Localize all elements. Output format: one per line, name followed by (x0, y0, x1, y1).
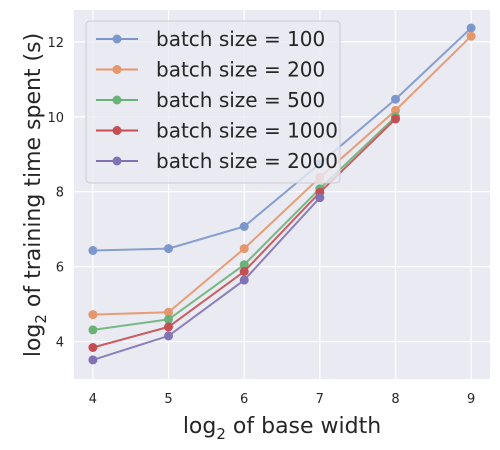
x-tick-label: 6 (240, 392, 248, 407)
data-point (88, 355, 98, 365)
y-tick-label: 4 (56, 336, 64, 351)
data-point (315, 193, 325, 203)
data-point (164, 314, 173, 324)
x-axis-label: log2 of base width (183, 414, 381, 443)
series-line (92, 35, 472, 316)
legend-item: batch size = 2000 (96, 149, 338, 173)
data-point (164, 307, 173, 317)
legend-marker (112, 65, 122, 74)
data-point (391, 94, 400, 104)
y-tick-label: 12 (47, 36, 64, 51)
y-tick-label: 10 (47, 111, 64, 126)
series-line (92, 197, 321, 361)
legend-label: batch size = 2000 (156, 149, 338, 173)
data-point (239, 244, 249, 254)
legend: batch size = 100 batch size = 200 batch si… (85, 20, 341, 184)
data-point (164, 244, 173, 254)
x-tick-label: 7 (316, 392, 324, 407)
y-tick-label: 6 (56, 261, 64, 276)
legend-item: batch size = 200 (96, 58, 325, 82)
data-point (391, 114, 400, 124)
series-2 (88, 31, 476, 320)
legend-item: batch size = 1000 (96, 119, 338, 143)
data-point (88, 325, 98, 335)
tick-labels: 4 5 6 7 8 9 4 6 8 10 12 (47, 36, 475, 407)
legend-item: batch size = 100 (96, 27, 325, 51)
x-tick-label: 8 (391, 392, 399, 407)
data-point (239, 267, 249, 276)
data-point (88, 246, 98, 255)
x-axis-label-subscript: 2 (216, 425, 226, 443)
data-point (88, 343, 98, 352)
y-tick-label: 8 (56, 186, 64, 201)
series-4 (88, 114, 400, 352)
x-axis-label-prefix: log (183, 414, 217, 439)
y-axis-label-prefix: log (21, 324, 46, 358)
y-axis-label: log2 of training time spent (s) (21, 33, 50, 357)
x-tick-label: 5 (164, 392, 172, 407)
data-point (466, 23, 476, 33)
legend-marker (112, 126, 122, 135)
y-axis-label-subscript: 2 (32, 314, 50, 324)
x-tick-label: 9 (467, 392, 475, 407)
data-point (239, 275, 249, 285)
series-1 (88, 23, 476, 255)
data-point (466, 31, 476, 41)
y-axis-label-suffix: of training time spent (s) (21, 33, 46, 314)
legend-label: batch size = 500 (156, 88, 325, 112)
series-layer (88, 23, 476, 365)
legend-item: batch size = 500 (96, 88, 325, 112)
data-point (391, 105, 400, 115)
series-5 (88, 193, 325, 365)
legend-label: batch size = 100 (156, 27, 325, 51)
legend-label: batch size = 1000 (156, 119, 338, 143)
legend-marker (112, 34, 122, 44)
data-point (239, 222, 249, 231)
legend-marker (112, 95, 122, 105)
data-point (239, 260, 249, 270)
data-point (164, 322, 173, 332)
legend-marker (112, 156, 122, 166)
legend-box (85, 20, 341, 184)
data-point (164, 331, 173, 341)
x-tick-label: 4 (89, 392, 97, 407)
legend-label: batch size = 200 (156, 58, 325, 82)
x-axis-label-suffix: of base width (226, 414, 381, 439)
data-point (88, 310, 98, 320)
series-line (92, 27, 472, 252)
